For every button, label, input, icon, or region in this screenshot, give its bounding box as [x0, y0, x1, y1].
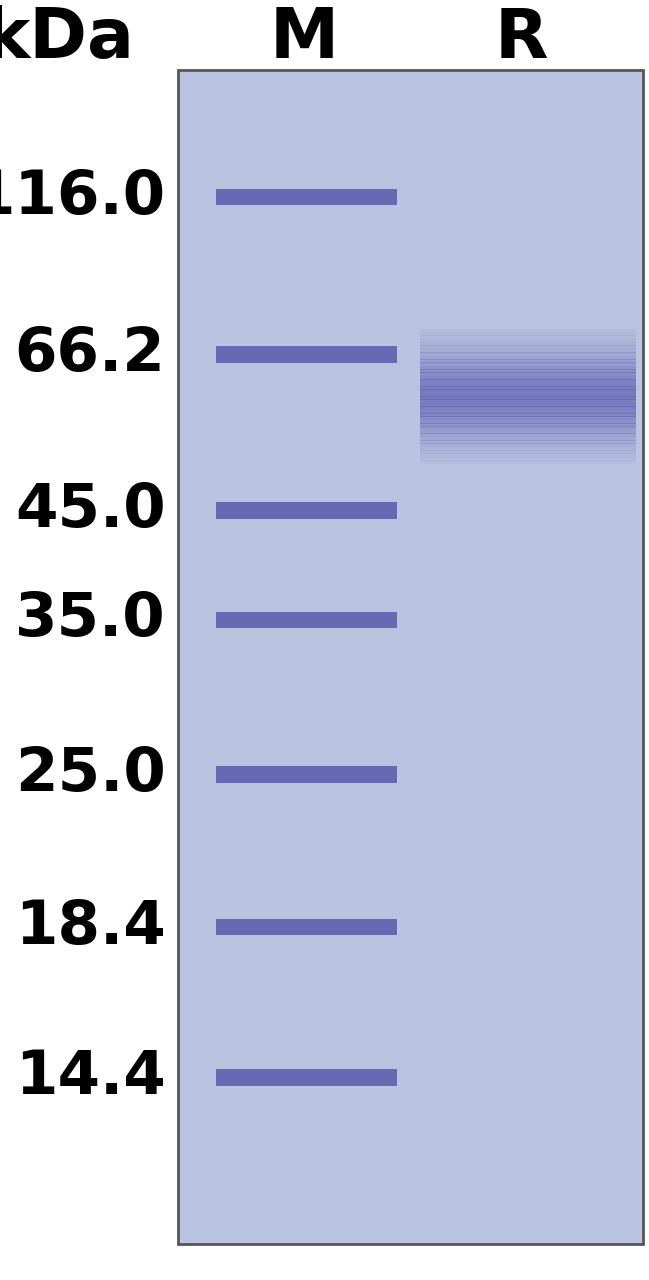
Text: M: M	[269, 5, 338, 72]
Text: 18.4: 18.4	[15, 897, 165, 956]
Bar	[420, 440, 635, 444]
Bar	[420, 383, 635, 387]
Bar	[420, 413, 635, 417]
Bar	[420, 352, 635, 356]
Bar	[420, 403, 635, 407]
Text: 45.0: 45.0	[15, 481, 165, 540]
Bar	[215, 189, 397, 205]
Bar	[420, 356, 635, 360]
Bar	[215, 502, 397, 518]
Bar	[420, 399, 635, 403]
Bar	[420, 430, 635, 434]
Bar	[420, 451, 635, 454]
Text: 35.0: 35.0	[15, 590, 165, 649]
Bar	[420, 457, 635, 461]
Bar	[420, 335, 635, 339]
Text: 116.0: 116.0	[0, 168, 165, 227]
Bar	[420, 433, 635, 438]
Bar	[420, 379, 635, 383]
Bar	[420, 420, 635, 424]
Text: 66.2: 66.2	[15, 325, 165, 384]
Bar	[420, 447, 635, 451]
Bar	[420, 362, 635, 366]
Bar	[420, 410, 635, 413]
Bar	[420, 460, 635, 465]
Bar	[420, 406, 635, 410]
Bar	[215, 612, 397, 628]
Bar	[420, 369, 635, 372]
Bar	[420, 443, 635, 447]
Bar	[420, 329, 635, 333]
Text: 14.4: 14.4	[15, 1048, 165, 1107]
Bar	[420, 422, 635, 428]
Bar	[215, 919, 397, 936]
Bar	[420, 339, 635, 343]
Bar	[420, 376, 635, 380]
Bar	[420, 372, 635, 376]
Bar	[420, 389, 635, 393]
Text: R: R	[495, 5, 548, 72]
Text: kDa: kDa	[0, 5, 134, 72]
Bar	[420, 332, 635, 335]
Bar	[215, 1069, 397, 1085]
Bar	[420, 358, 635, 364]
Bar	[420, 342, 635, 346]
Bar	[420, 416, 635, 420]
Bar	[215, 767, 397, 783]
Bar	[420, 366, 635, 370]
Bar	[420, 348, 635, 353]
Bar	[420, 436, 635, 440]
Bar	[178, 70, 643, 1244]
Bar	[420, 393, 635, 397]
Bar	[420, 426, 635, 430]
Bar	[420, 385, 635, 390]
Text: 25.0: 25.0	[15, 745, 165, 804]
Bar	[420, 453, 635, 457]
Bar	[420, 346, 635, 349]
Bar	[420, 396, 635, 401]
Bar	[215, 346, 397, 362]
